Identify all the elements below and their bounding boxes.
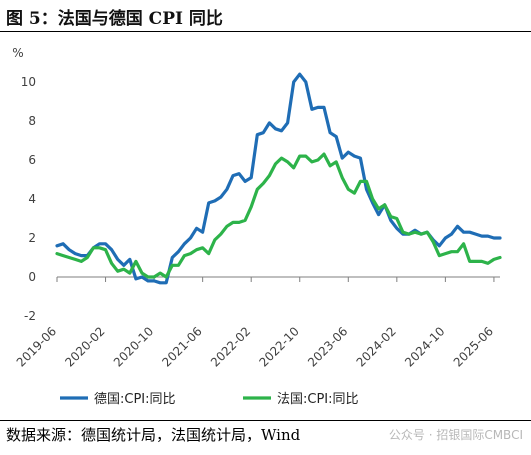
x-tick-label: 2025-06 bbox=[451, 324, 496, 369]
x-tick-label: 2019-06 bbox=[14, 324, 59, 369]
legend-label-france: 法国:CPI:同比 bbox=[277, 392, 359, 407]
y-tick-label: 0 bbox=[28, 270, 36, 284]
y-tick-label: 8 bbox=[28, 114, 36, 128]
x-tick-label: 2020-02 bbox=[62, 324, 107, 369]
x-tick-label: 2022-02 bbox=[208, 324, 253, 369]
watermark: 公众号 · 招银国际CMBCI bbox=[388, 428, 523, 442]
series-line-germany bbox=[55, 72, 502, 285]
source-note: 数据来源：德国统计局，法国统计局，Wind bbox=[6, 426, 301, 444]
y-tick-label: 10 bbox=[21, 75, 36, 89]
series-line-france bbox=[55, 152, 502, 279]
x-tick-label: 2024-10 bbox=[402, 324, 447, 369]
figure-title: 图 5：法国与德国 CPI 同比 bbox=[6, 9, 223, 29]
y-axis-unit-label: % bbox=[12, 46, 23, 60]
x-tick-label: 2024-02 bbox=[354, 324, 399, 369]
title-rule bbox=[0, 31, 531, 32]
source-rule bbox=[0, 420, 531, 421]
y-tick-label: 2 bbox=[28, 231, 36, 245]
x-tick-label: 2023-06 bbox=[305, 324, 350, 369]
legend-label-germany: 德国:CPI:同比 bbox=[94, 392, 176, 407]
x-tick-label: 2022-10 bbox=[257, 324, 302, 369]
x-tick-label: 2021-06 bbox=[159, 324, 204, 369]
y-tick-label: 6 bbox=[28, 153, 36, 167]
y-tick-label: -2 bbox=[24, 309, 36, 323]
y-tick-label: 4 bbox=[28, 192, 36, 206]
x-tick-label: 2020-10 bbox=[111, 324, 156, 369]
